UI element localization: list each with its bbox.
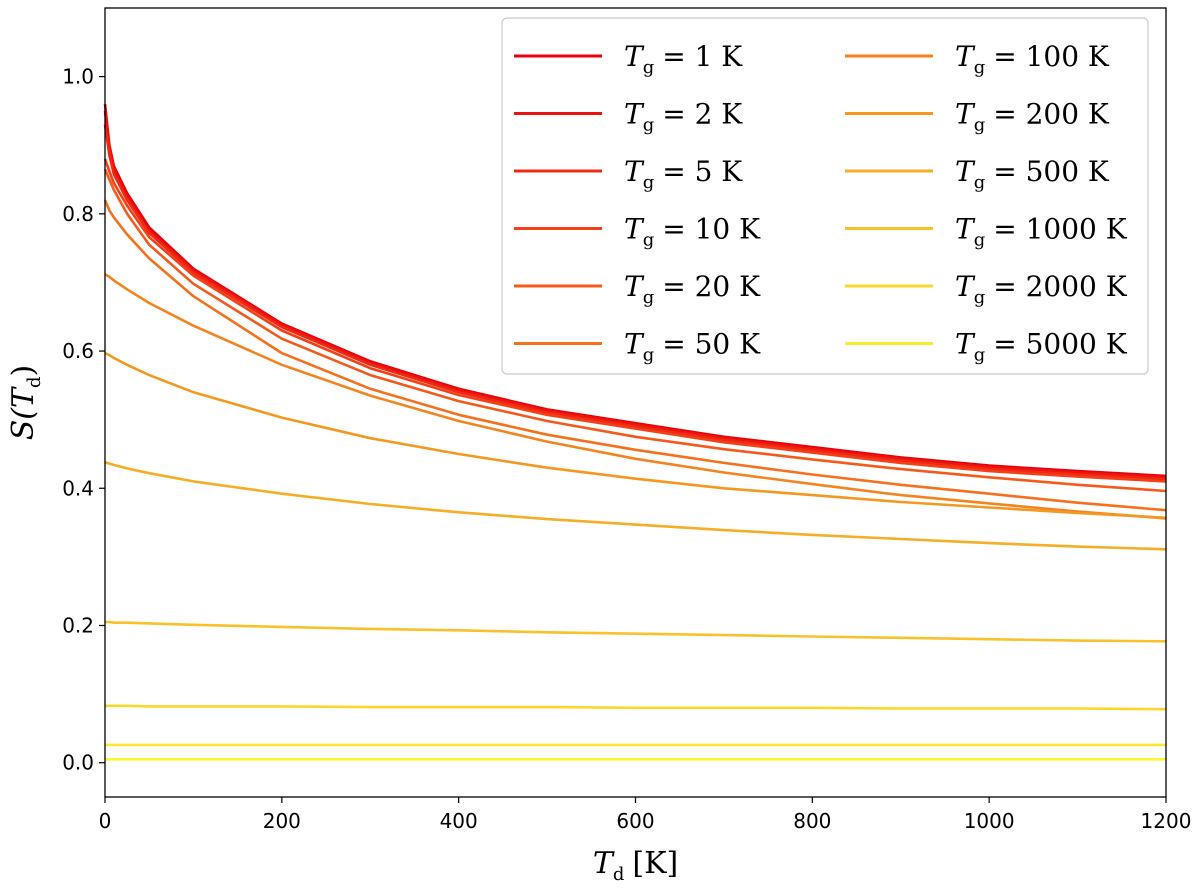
series-lines: [103, 103, 1167, 761]
axis-ticks: 0 200 400 600 800 1000 1200 0.0 0.2 0.4 0.6 0.8 1.0: [62, 65, 1191, 833]
y-axis-title-sub: d: [24, 376, 45, 388]
series-line-9: [104, 460, 1167, 551]
y-tick-label: 1.0: [62, 65, 94, 89]
series-line-1: [103, 103, 1167, 478]
y-axis-title: S(Td): [6, 365, 45, 441]
legend-label: Tg = 2 K: [624, 98, 743, 136]
y-tick-label: 0.6: [62, 339, 94, 363]
x-axis-title-sub: d: [613, 864, 625, 885]
legend-label: Tg = 1000 K: [955, 213, 1128, 251]
legend-label: Tg = 100 K: [955, 40, 1110, 78]
series-line-10: [105, 620, 1167, 643]
x-tick-label: 800: [793, 809, 831, 833]
x-axis-title-main: T: [593, 846, 615, 881]
legend-label: Tg = 50 K: [624, 328, 761, 366]
series-line-7: [104, 273, 1167, 520]
y-tick-label: 0.8: [62, 202, 94, 226]
y-tick-label: 0.2: [62, 613, 94, 637]
x-tick-label: 1200: [1141, 809, 1192, 833]
series-line-6: [103, 199, 1167, 512]
x-tick-label: 400: [440, 809, 478, 833]
x-tick-label: 200: [263, 809, 301, 833]
y-axis-title-main: T: [6, 386, 41, 408]
legend-label: Tg = 5000 K: [955, 328, 1128, 366]
x-tick-label: 1000: [964, 809, 1015, 833]
legend-label: Tg = 20 K: [624, 270, 761, 308]
legend-box: [501, 17, 1149, 375]
series-line-5: [103, 168, 1167, 493]
x-axis-title-unit: [K]: [632, 846, 678, 881]
legend-label: Tg = 1 K: [624, 40, 743, 78]
legend-label: Tg = 10 K: [624, 213, 761, 251]
y-tick-label: 0.0: [62, 751, 94, 775]
series-line-8: [104, 351, 1167, 520]
y-axis-title-close: ): [6, 365, 41, 377]
x-axis-title: Td [K]: [593, 846, 678, 885]
y-axis-title-func: S(: [6, 407, 41, 441]
series-line-4: [103, 158, 1167, 483]
x-tick-label: 0: [99, 809, 112, 833]
legend-label: Tg = 5 K: [624, 155, 743, 193]
series-line-11: [105, 704, 1167, 711]
y-tick-label: 0.4: [62, 476, 94, 500]
series-line-2: [103, 110, 1167, 479]
legend-label: Tg = 200 K: [955, 98, 1110, 136]
legend-label: Tg = 500 K: [955, 155, 1110, 193]
series-line-3: [103, 124, 1167, 481]
legend-label: Tg = 2000 K: [955, 270, 1128, 308]
legend: Tg = 1 K Tg = 2 K Tg = 5 K Tg = 10 K Tg = 20 K Tg =…: [501, 17, 1149, 375]
x-tick-label: 600: [616, 809, 654, 833]
